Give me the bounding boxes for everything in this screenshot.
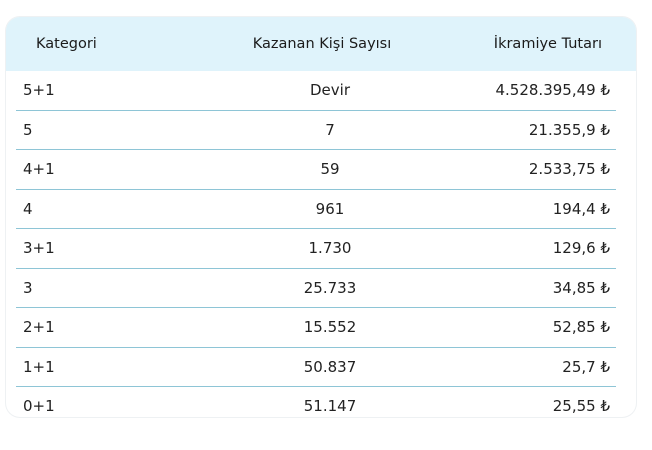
- results-table: Kategori Kazanan Kişi Sayısı İkramiye Tu…: [6, 17, 636, 417]
- header-category: Kategori: [36, 36, 97, 52]
- cell-category: 1+1: [23, 357, 55, 376]
- table-row: 4 961 194,4 ₺: [16, 190, 616, 229]
- cell-winners: 15.552: [303, 318, 357, 337]
- table-header: Kategori Kazanan Kişi Sayısı İkramiye Tu…: [6, 17, 636, 71]
- cell-category: 5: [23, 120, 33, 139]
- cell-winners: 7: [325, 120, 335, 139]
- cell-winners: 25.733: [303, 278, 357, 297]
- cell-prize: 34,85 ₺: [552, 278, 610, 297]
- table-row: 5 7 21.355,9 ₺: [16, 111, 616, 150]
- cell-prize: 25,55 ₺: [552, 397, 610, 416]
- cell-winners: 50.837: [303, 357, 357, 376]
- cell-winners: 59: [320, 160, 340, 179]
- cell-prize: 129,6 ₺: [552, 239, 610, 258]
- cell-category: 0+1: [23, 397, 55, 416]
- header-prize: İkramiye Tutarı: [493, 36, 602, 52]
- cell-winners: 1.730: [308, 239, 352, 258]
- cell-prize: 21.355,9 ₺: [528, 120, 610, 139]
- cell-winners: 961: [315, 199, 345, 218]
- table-row: 5+1 Devir 4.528.395,49 ₺: [16, 71, 616, 111]
- table-row: 1+1 50.837 25,7 ₺: [16, 348, 616, 387]
- cell-prize: 25,7 ₺: [562, 357, 610, 376]
- cell-prize: 2.533,75 ₺: [528, 160, 610, 179]
- cell-prize: 52,85 ₺: [552, 318, 610, 337]
- cell-category: 3: [23, 278, 33, 297]
- cell-prize: 194,4 ₺: [552, 199, 610, 218]
- table-row: 3 25.733 34,85 ₺: [16, 269, 616, 308]
- cell-winners: 51.147: [303, 397, 357, 416]
- table-row: 0+1 51.147 25,55 ₺: [16, 387, 616, 417]
- cell-category: 2+1: [23, 318, 55, 337]
- header-winners: Kazanan Kişi Sayısı: [252, 36, 392, 52]
- cell-category: 4+1: [23, 160, 55, 179]
- table-row: 4+1 59 2.533,75 ₺: [16, 150, 616, 190]
- table-row: 2+1 15.552 52,85 ₺: [16, 308, 616, 348]
- table-body: 5+1 Devir 4.528.395,49 ₺ 5 7 21.355,9 ₺ …: [16, 71, 616, 417]
- cell-category: 5+1: [23, 81, 55, 100]
- cell-prize: 4.528.395,49 ₺: [495, 81, 610, 100]
- cell-category: 3+1: [23, 239, 55, 258]
- table-row: 3+1 1.730 129,6 ₺: [16, 229, 616, 269]
- cell-category: 4: [23, 199, 33, 218]
- cell-winners: Devir: [310, 81, 350, 100]
